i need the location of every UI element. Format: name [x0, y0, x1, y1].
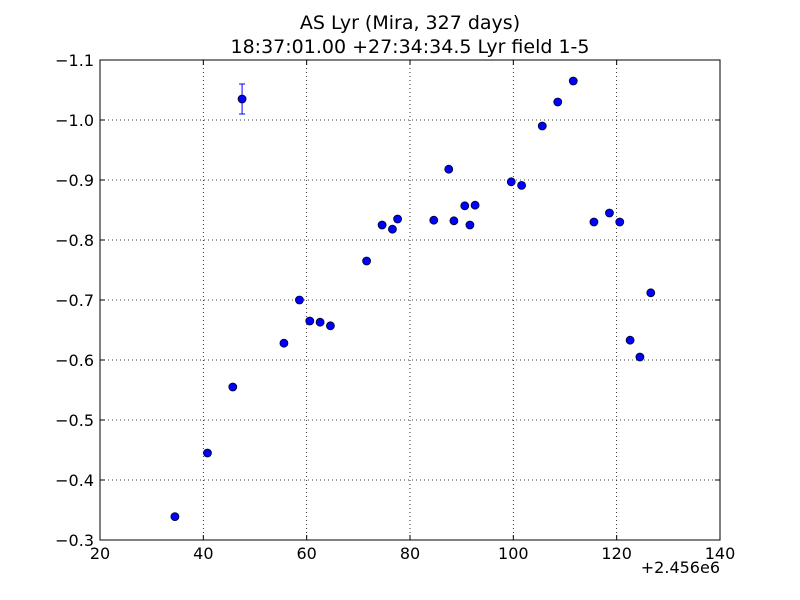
- data-point: [295, 295, 304, 305]
- y-tick-labels: −1.1 −1.0 −0.9 −0.8 −0.7 −0.6 −0.5 −0.4 −0.3: [55, 51, 94, 550]
- y-tick-label: −0.3: [55, 531, 94, 550]
- data-point: [393, 214, 403, 224]
- data-point: [646, 288, 656, 298]
- data-point: [470, 200, 480, 210]
- x-tick-label: 80: [400, 544, 420, 563]
- y-tick-label: −0.8: [55, 231, 94, 250]
- data-point: [615, 217, 625, 227]
- data-point: [553, 97, 563, 107]
- chart-subtitle: 18:37:01.00 +27:34:34.5 Lyr field 1-5: [230, 36, 590, 58]
- data-point: [506, 177, 516, 187]
- x-tick-label: 140: [705, 544, 736, 563]
- data-point: [377, 220, 387, 230]
- data-point: [228, 382, 238, 392]
- data-point: [517, 180, 526, 190]
- x-tick-label: 60: [296, 544, 316, 563]
- y-tick-label: −1.1: [55, 51, 94, 70]
- data-point: [605, 208, 614, 218]
- x-axis-offset-label: +2.456e6: [640, 558, 720, 577]
- data-point: [170, 512, 180, 521]
- x-tick-label: 120: [601, 544, 632, 563]
- y-tick-label: −0.6: [55, 351, 94, 370]
- y-tick-label: −0.7: [55, 291, 94, 310]
- x-tick-labels: 20 40 60 80 100 120 140: [90, 544, 735, 563]
- data-point: [465, 220, 475, 230]
- grid: [100, 60, 720, 540]
- data-point: [237, 94, 247, 104]
- data-point: [315, 317, 325, 327]
- y-tick-label: −1.0: [55, 111, 94, 130]
- data-point: [444, 164, 454, 174]
- y-tick-label: −0.9: [55, 171, 94, 190]
- chart-title: AS Lyr (Mira, 327 days): [299, 12, 521, 34]
- data-point: [326, 321, 335, 331]
- data-point: [429, 215, 439, 225]
- x-tick-label: 40: [193, 544, 213, 563]
- data-point: [388, 224, 397, 234]
- data-point: [305, 316, 315, 326]
- x-tick-label: 100: [498, 544, 529, 563]
- y-tick-label: −0.5: [55, 411, 94, 430]
- data-point: [460, 201, 470, 211]
- data-point: [449, 216, 459, 226]
- data-point: [537, 121, 547, 131]
- x-tick-label: 20: [90, 544, 110, 563]
- y-tick-label: −0.4: [55, 471, 94, 490]
- axis-ticks: [99, 59, 721, 541]
- data-point: [568, 76, 578, 86]
- data-points: [170, 76, 656, 521]
- data-point: [635, 352, 645, 362]
- data-point: [589, 217, 599, 227]
- data-point: [279, 338, 289, 348]
- data-point: [625, 335, 635, 345]
- data-point: [203, 448, 212, 458]
- data-point: [362, 256, 372, 266]
